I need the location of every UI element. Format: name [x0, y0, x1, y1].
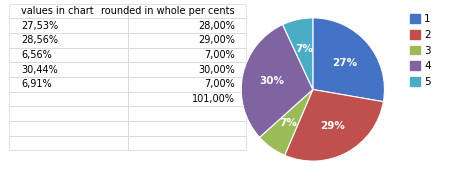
- Text: 7%: 7%: [295, 44, 313, 54]
- Text: 27%: 27%: [332, 58, 357, 68]
- Wedge shape: [260, 90, 313, 155]
- Text: 29%: 29%: [320, 121, 345, 131]
- Wedge shape: [285, 90, 383, 161]
- Text: 30%: 30%: [260, 76, 285, 86]
- Wedge shape: [313, 18, 384, 102]
- Wedge shape: [283, 18, 313, 90]
- Wedge shape: [241, 25, 313, 137]
- Legend: 1, 2, 3, 4, 5: 1, 2, 3, 4, 5: [410, 14, 431, 87]
- Text: 7%: 7%: [280, 118, 298, 128]
